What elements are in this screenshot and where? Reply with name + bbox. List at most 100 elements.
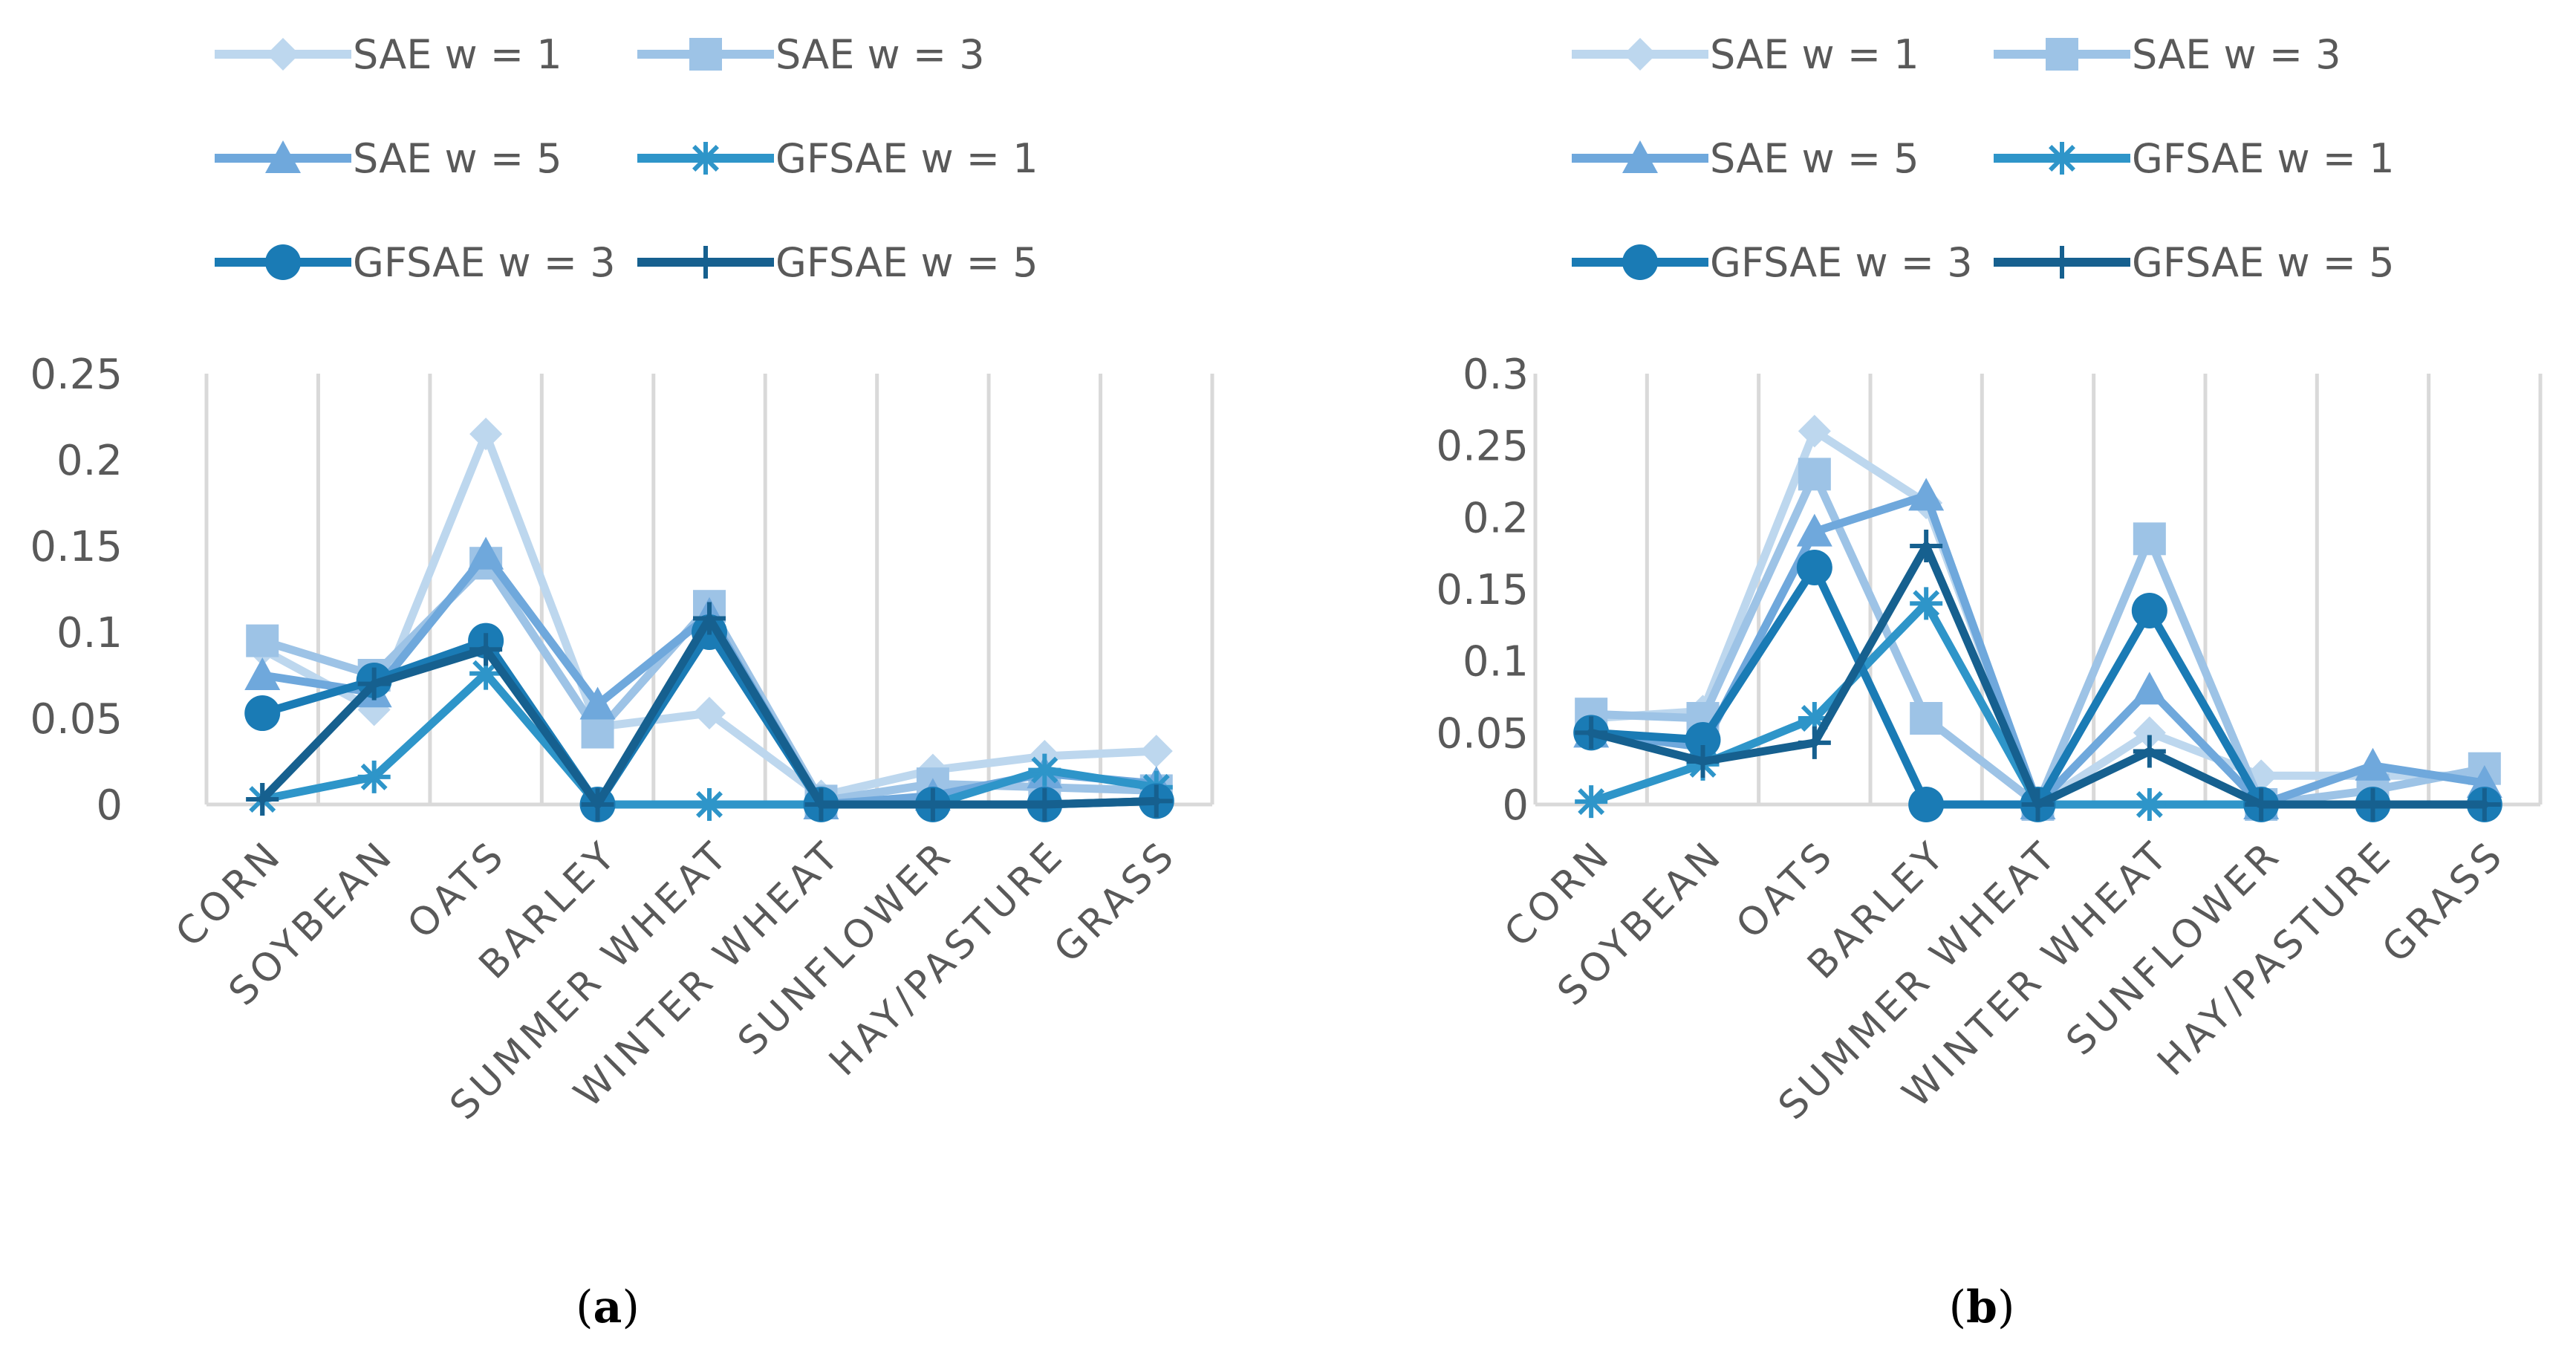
- legend-label: SAE w = 5: [353, 135, 562, 182]
- data-point-plus: [1028, 788, 1061, 821]
- data-point-square: [581, 715, 614, 749]
- data-point-asterisk: [1910, 587, 1943, 620]
- legend-item-sae-w-1: SAE w = 1: [215, 31, 562, 78]
- data-point-plus: [1910, 530, 1943, 562]
- y-axis-ticks: 0 0.05 0.1 0.15 0.2 0.25: [30, 351, 123, 830]
- data-point-plus: [469, 633, 503, 666]
- legend-marker-diamond: [1624, 38, 1656, 71]
- legend-item-gfsae-w-1: GFSAE w = 1: [637, 135, 1038, 182]
- data-point-square: [246, 624, 279, 657]
- legend-label: SAE w = 1: [353, 31, 562, 78]
- legend-label: SAE w = 5: [1710, 135, 1919, 182]
- legend-item-gfsae-w-3: GFSAE w = 3: [215, 239, 616, 286]
- data-point-asterisk: [1028, 753, 1061, 787]
- legend-item-sae-w-5: SAE w = 5: [1572, 135, 1919, 182]
- data-point-plus: [2468, 788, 2501, 821]
- legend-marker-asterisk: [689, 142, 722, 175]
- y-tick-label: 0: [1502, 781, 1529, 830]
- x-category-label: GRASS: [2374, 832, 2514, 972]
- data-point-asterisk: [1575, 785, 1608, 819]
- legend-label: GFSAE w = 5: [775, 239, 1038, 286]
- legend-marker-plus: [689, 246, 722, 279]
- legend-item-sae-w-1: SAE w = 1: [1572, 31, 1919, 78]
- legend-marker-circle: [1622, 244, 1658, 280]
- series-line: [1587, 426, 2489, 809]
- legend-item-gfsae-w-1: GFSAE w = 1: [1994, 135, 2395, 182]
- legend-label: GFSAE w = 3: [353, 239, 616, 286]
- data-point-triangle: [2131, 672, 2167, 705]
- legend-label: SAE w = 3: [775, 31, 985, 78]
- panel-caption: (a): [576, 1281, 640, 1333]
- legend-marker-plus: [2046, 246, 2078, 279]
- legend-label: GFSAE w = 5: [2132, 239, 2395, 286]
- legend-marker-asterisk: [2046, 142, 2078, 175]
- panel-caption: (b): [1949, 1281, 2015, 1333]
- data-point-plus: [1798, 726, 1831, 759]
- y-tick-label: 0.2: [56, 437, 123, 485]
- data-point-diamond: [693, 697, 726, 730]
- data-point-triangle: [1908, 478, 1945, 511]
- data-point-plus: [2356, 788, 2390, 821]
- legend-marker-triangle: [1622, 140, 1658, 173]
- y-tick-label: 0.1: [56, 609, 123, 657]
- legend-label: GFSAE w = 3: [1710, 239, 1973, 286]
- y-tick-label: 0.3: [1463, 351, 1529, 399]
- data-point-plus: [2133, 735, 2166, 768]
- data-point-asterisk: [357, 760, 391, 793]
- legend-marker-square: [689, 38, 722, 71]
- data-point-triangle: [1796, 513, 1832, 547]
- data-point-square: [1910, 702, 1943, 735]
- legend: SAE w = 1 SAE w = 3 SAE w = 5 GFSAE w = 1 GF…: [1572, 31, 2395, 286]
- data-point-diamond: [1798, 415, 1831, 448]
- y-axis-ticks: 0 0.05 0.1 0.15 0.2 0.25 0.3: [1436, 351, 1529, 830]
- data-point-asterisk: [2133, 788, 2166, 821]
- data-point-diamond: [1139, 735, 1173, 768]
- y-tick-label: 0.05: [30, 695, 123, 744]
- data-point-triangle: [244, 657, 281, 690]
- y-tick-label: 0.15: [30, 523, 123, 571]
- legend-marker-triangle: [265, 140, 301, 173]
- data-point-plus: [1686, 745, 1720, 778]
- data-point-plus: [693, 602, 726, 635]
- data-point-plus: [581, 788, 614, 821]
- panel-a: SAE w = 1 SAE w = 3 SAE w = 5 GFSAE w = 1 GF…: [30, 31, 1214, 1333]
- data-point-plus: [1139, 784, 1173, 818]
- data-point-circle: [1908, 787, 1945, 822]
- data-point-square: [2133, 522, 2166, 556]
- series-gfsae-w-5: [246, 602, 1173, 821]
- data-point-circle: [2131, 593, 2167, 628]
- y-tick-label: 0.1: [1463, 638, 1529, 686]
- data-point-circle: [244, 695, 281, 732]
- data-point-triangle: [2355, 747, 2391, 781]
- legend-item-sae-w-5: SAE w = 5: [215, 135, 562, 182]
- legend-label: SAE w = 3: [2132, 31, 2341, 78]
- data-point-diamond: [469, 417, 503, 451]
- legend-label: SAE w = 1: [1710, 31, 1919, 78]
- y-tick-label: 0.05: [1436, 709, 1529, 758]
- data-point-square: [1798, 458, 1831, 491]
- data-point-plus: [2021, 788, 2055, 821]
- data-point-triangle: [579, 686, 616, 720]
- legend-label: GFSAE w = 1: [2132, 135, 2395, 182]
- legend: SAE w = 1 SAE w = 3 SAE w = 5 GFSAE w = 1 GF…: [215, 31, 1038, 286]
- x-category-label: GRASS: [1046, 832, 1185, 972]
- y-tick-label: 0.2: [1463, 494, 1529, 542]
- data-point-plus: [357, 667, 391, 700]
- y-tick-label: 0.25: [30, 351, 123, 399]
- legend-marker-diamond: [267, 38, 299, 71]
- data-point-circle: [1685, 722, 1721, 758]
- legend-item-gfsae-w-3: GFSAE w = 3: [1572, 239, 1973, 286]
- series-sae-w-5: [1573, 478, 2502, 819]
- data-point-triangle: [468, 536, 504, 570]
- data-point-diamond: [2133, 716, 2166, 750]
- data-point-circle: [1796, 550, 1832, 585]
- data-point-plus: [804, 788, 838, 821]
- y-tick-label: 0: [96, 781, 123, 830]
- data-point-plus: [2245, 788, 2278, 821]
- gridlines: [204, 374, 1214, 804]
- legend-item-sae-w-3: SAE w = 3: [1994, 31, 2341, 78]
- data-point-asterisk: [693, 788, 726, 821]
